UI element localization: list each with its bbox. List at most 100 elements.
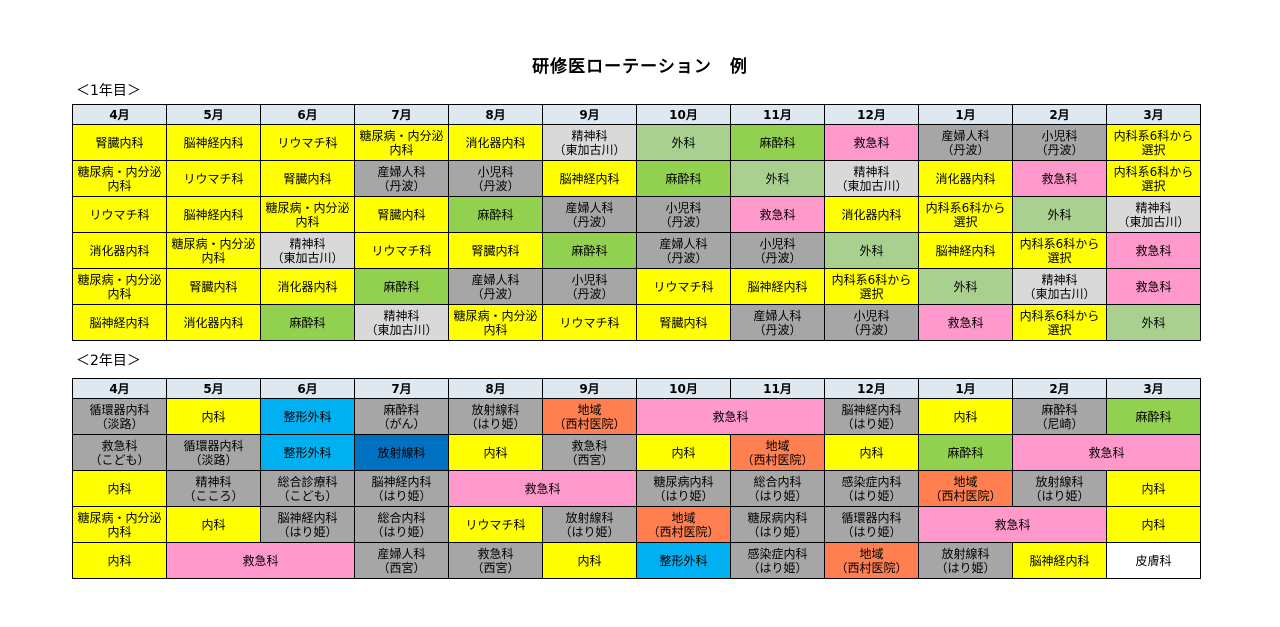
rotation-cell: 脳神経内科 （はり姫） [824,398,919,435]
rotation-cell: 内科 [72,542,167,579]
rotation-cell: 消化器内科 [166,304,261,341]
rotation-cell: 腎臓内科 [354,196,449,233]
rotation-row: 糖尿病・内分泌 内科 内科 脳神経内科 （はり姫） 総合内科 （はり姫） リウマチ科 放射… [72,506,1201,543]
rotation-cell: 糖尿病・内分泌 内科 [354,124,449,161]
rotation-cell: 救急科 [918,304,1013,341]
rotation-cell: 脳神経内科 （はり姫） [354,470,449,507]
rotation-cell: 内科 [72,470,167,507]
month-header: 12月 [824,104,919,125]
rotation-cell: 内科 [1106,506,1201,543]
rotation-cell: 麻酔科 [730,124,825,161]
rotation-cell: 内科 [636,434,731,471]
rotation-cell: 感染症内科 （はり姫） [730,542,825,579]
rotation-cell: 消化器内科 [72,232,167,269]
rotation-cell: 小児科 （丹波） [636,196,731,233]
rotation-cell: 循環器内科 （淡路） [72,398,167,435]
rotation-cell: 内科 [1106,470,1201,507]
rotation-cell: 消化器内科 [448,124,543,161]
rotation-cell: 救急科 [1106,232,1201,269]
rotation-cell: 感染症内科 （はり姫） [824,470,919,507]
rotation-row: 糖尿病・内分泌 内科 腎臓内科 消化器内科 麻酔科 産婦人科 （丹波） 小児科 （丹波）リ… [72,268,1201,305]
month-header: 1月 [918,104,1013,125]
rotation-cell: 外科 [918,268,1013,305]
month-header: 5月 [166,378,261,399]
rotation-cell: 地域 （西村医院） [824,542,919,579]
rotation-cell: 精神科 （こころ） [166,470,261,507]
rotation-cell: 内科系6科から 選択 [1012,232,1107,269]
rotation-row: 内科 精神科 （こころ） 総合診療科 （こども） 脳神経内科 （はり姫） 救急科 糖尿病内… [72,470,1201,507]
rotation-cell: 内科系6科から 選択 [1012,304,1107,341]
month-header: 11月 [730,378,825,399]
rotation-cell: 救急科 （西宮） [542,434,637,471]
rotation-cell: 放射線科 （はり姫） [542,506,637,543]
rotation-cell: 小児科 （丹波） [448,160,543,197]
rotation-cell: 糖尿病内科 （はり姫） [636,470,731,507]
rotation-cell: 救急科 [824,124,919,161]
rotation-cell: 小児科 （丹波） [824,304,919,341]
year1-month-header-row: 4月 5月 6月 7月 8月 9月 10月 11月 12月 1月 2月 3月 [72,104,1201,125]
rotation-cell: 脳神経内科 [542,160,637,197]
rotation-cell: リウマチ科 [166,160,261,197]
rotation-cell: 地域 （西村医院） [636,506,731,543]
rotation-cell: 小児科 （丹波） [542,268,637,305]
rotation-cell: 外科 [636,124,731,161]
rotation-cell: 糖尿病・内分泌 内科 [72,268,167,305]
rotation-cell: 腎臓内科 [448,232,543,269]
rotation-row: 消化器内科 糖尿病・内分泌 内科 精神科 （東加古川） リウマチ科 腎臓内科 麻酔科 産婦人… [72,232,1201,269]
year1-label: ＜1年目＞ [76,83,141,99]
rotation-cell: 放射線科 （はり姫） [918,542,1013,579]
rotation-cell: 精神科 （東加古川） [1106,196,1201,233]
rotation-cell: リウマチ科 [354,232,449,269]
rotation-cell: 総合内科 （はり姫） [354,506,449,543]
rotation-cell: 糖尿病・内分泌 内科 [448,304,543,341]
month-header: 8月 [448,378,543,399]
rotation-cell: 糖尿病・内分泌 内科 [166,232,261,269]
rotation-cell: 総合診療科 （こども） [260,470,355,507]
rotation-cell: 整形外科 [636,542,731,579]
rotation-cell: 脳神経内科 [1012,542,1107,579]
rotation-cell: 糖尿病内科 （はり姫） [730,506,825,543]
year1-rotation-body: 腎臓内科 脳神経内科 リウマチ科 糖尿病・内分泌 内科 消化器内科 精神科 （東加古川）外… [72,124,1201,341]
year2-label: ＜2年目＞ [76,353,141,369]
rotation-cell: 救急科 [1012,434,1201,471]
rotation-cell: 精神科 （東加古川） [824,160,919,197]
rotation-cell: 小児科 （丹波） [1012,124,1107,161]
rotation-cell: 精神科 （東加古川） [260,232,355,269]
rotation-cell: 救急科 [730,196,825,233]
year1-rotation-table: 4月 5月 6月 7月 8月 9月 10月 11月 12月 1月 2月 3月 腎臓内科 脳神経内科 リウマ… [72,104,1201,341]
rotation-cell: 救急科 [166,542,355,579]
month-header: 9月 [542,378,637,399]
month-header: 10月 [636,104,731,125]
rotation-cell: 脳神経内科 [730,268,825,305]
month-header: 8月 [448,104,543,125]
rotation-cell: 外科 [1106,304,1201,341]
rotation-cell: 糖尿病・内分泌 内科 [72,506,167,543]
rotation-cell: 循環器内科 （淡路） [166,434,261,471]
rotation-row: 糖尿病・内分泌 内科 リウマチ科 腎臓内科 産婦人科 （丹波） 小児科 （丹波） 脳神経内… [72,160,1201,197]
month-header: 7月 [354,378,449,399]
rotation-row: 内科 救急科 産婦人科 （西宮） 救急科 （西宮） 内科 整形外科 感染症内科 （はり姫）地… [72,542,1201,579]
month-header: 10月 [636,378,731,399]
rotation-cell: 地域 （西村医院） [730,434,825,471]
rotation-cell: 産婦人科 （丹波） [542,196,637,233]
rotation-cell: 放射線科 [354,434,449,471]
rotation-cell: リウマチ科 [636,268,731,305]
rotation-cell: 内科 [448,434,543,471]
rotation-cell: 消化器内科 [918,160,1013,197]
month-header: 6月 [260,104,355,125]
month-header: 6月 [260,378,355,399]
rotation-cell: 内科系6科から 選択 [918,196,1013,233]
rotation-row: リウマチ科 脳神経内科 糖尿病・内分泌 内科 腎臓内科 麻酔科 産婦人科 （丹波） 小児科 … [72,196,1201,233]
rotation-cell: 脳神経内科 [72,304,167,341]
rotation-cell: 産婦人科 （丹波） [636,232,731,269]
rotation-cell: 腎臓内科 [636,304,731,341]
rotation-cell: 麻酔科 [918,434,1013,471]
rotation-cell: 産婦人科 （丹波） [354,160,449,197]
rotation-cell: 精神科 （東加古川） [1012,268,1107,305]
rotation-cell: 救急科 [1012,160,1107,197]
rotation-cell: 麻酔科 [636,160,731,197]
rotation-cell: 循環器内科 （はり姫） [824,506,919,543]
rotation-cell: 麻酔科 [448,196,543,233]
rotation-cell: 内科 [166,506,261,543]
rotation-cell: 産婦人科 （丹波） [448,268,543,305]
